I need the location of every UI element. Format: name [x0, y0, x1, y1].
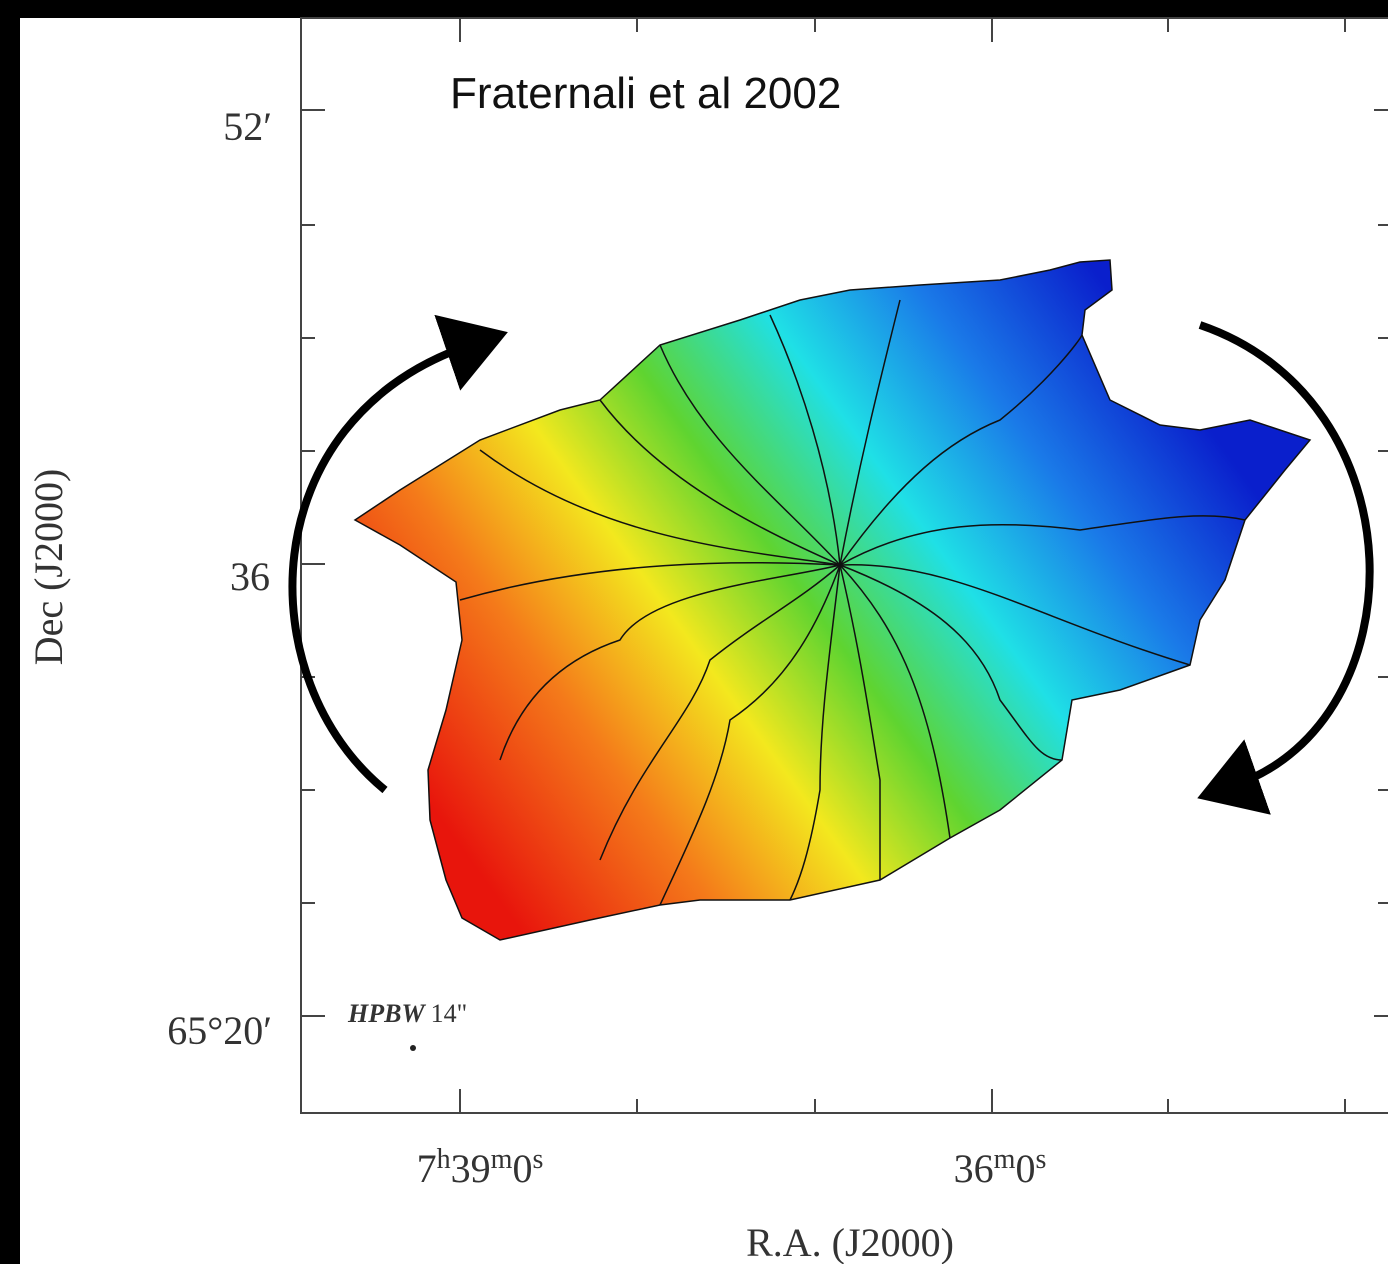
tick-unit: s — [532, 1144, 543, 1175]
page: Fraternali et al 2002 52′ 36 65°20′ Dec … — [0, 0, 1388, 1264]
figure: Fraternali et al 2002 52′ 36 65°20′ Dec … — [0, 0, 1388, 1264]
x-tick-label: 7h39m0s — [417, 1144, 544, 1191]
beam-size: 14" — [431, 999, 468, 1028]
y-axis-label: Dec (J2000) — [26, 469, 71, 666]
beam-name: HPBW — [347, 999, 426, 1028]
tick-unit: m — [491, 1144, 513, 1175]
tick-unit: s — [1035, 1144, 1046, 1175]
tick-number: 36 — [954, 1146, 994, 1191]
tick-number: 0 — [1015, 1146, 1035, 1191]
tick-unit: m — [994, 1144, 1016, 1175]
beam-marker — [410, 1045, 416, 1051]
tick-number: 0 — [512, 1146, 532, 1191]
annotation: Fraternali et al 2002 — [450, 69, 841, 118]
y-tick-label: 65°20′ — [167, 1008, 272, 1053]
tick-number: 39 — [451, 1146, 491, 1191]
y-tick-label: 52′ — [223, 104, 272, 149]
x-axis-label: R.A. (J2000) — [746, 1220, 954, 1264]
y-tick-label: 36 — [230, 554, 270, 599]
tick-number: 7 — [417, 1146, 437, 1191]
tick-unit: h — [437, 1144, 451, 1175]
